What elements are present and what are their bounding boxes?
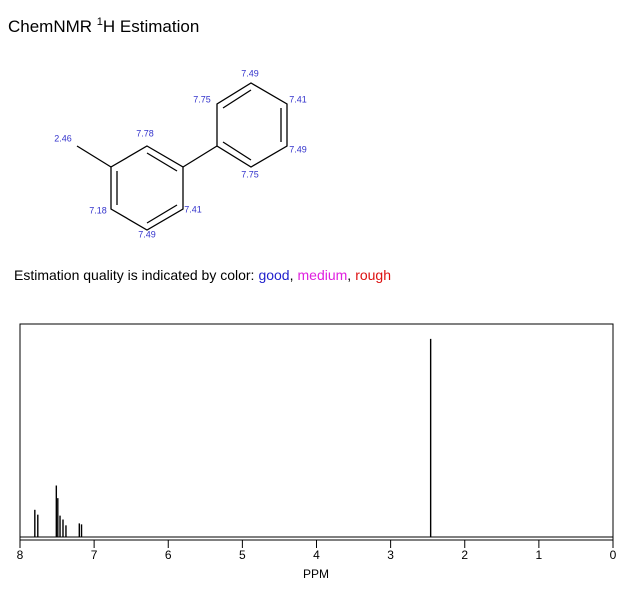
- x-tick-label: 2: [461, 548, 468, 562]
- x-tick-label: 7: [91, 548, 98, 562]
- x-tick-label: 6: [165, 548, 172, 562]
- bond: [76, 145, 112, 168]
- x-tick-label: 8: [17, 548, 24, 562]
- title-text: ChemNMR: [8, 17, 92, 36]
- x-tick-label: 5: [239, 548, 246, 562]
- quality-level: rough: [355, 267, 391, 283]
- shift-label: 7.41: [289, 94, 307, 104]
- shift-label: 7.49: [138, 229, 156, 239]
- double-bond: [146, 152, 178, 172]
- quality-level: good: [258, 267, 289, 283]
- shift-label: 7.75: [193, 94, 211, 104]
- plot-frame: [19, 323, 614, 541]
- x-tick-label: 4: [313, 548, 320, 562]
- shift-label: 7.18: [89, 205, 107, 215]
- double-bond: [222, 141, 252, 161]
- bond: [182, 145, 218, 168]
- separator: ,: [347, 267, 351, 283]
- title-text: H Estimation: [103, 17, 199, 36]
- quality-text: Estimation quality is indicated by color…: [14, 267, 254, 283]
- x-axis-label: PPM: [303, 567, 329, 581]
- ring: [110, 145, 184, 231]
- quality-level: medium: [298, 267, 348, 283]
- shift-label: 7.41: [184, 204, 202, 214]
- double-bond: [222, 89, 252, 109]
- shift-label: 7.49: [289, 144, 307, 154]
- shift-label: 7.49: [241, 68, 259, 78]
- x-tick-label: 3: [387, 548, 394, 562]
- separator: ,: [290, 267, 294, 283]
- double-bond: [146, 204, 178, 224]
- shift-label: 7.78: [136, 128, 154, 138]
- shift-label: 7.75: [241, 169, 259, 179]
- x-tick-label: 1: [536, 548, 543, 562]
- x-tick-label: 0: [610, 548, 617, 562]
- title-superscript: 1: [97, 16, 103, 28]
- molecule: 2.46 7.78 7.18 7.49 7.41 7.75 7.49 7.41 …: [54, 68, 307, 239]
- ring: [216, 82, 288, 168]
- title: ChemNMR 1H Estimation: [8, 16, 199, 36]
- shift-label: 2.46: [54, 133, 72, 143]
- quality-legend: Estimation quality is indicated by color…: [14, 267, 391, 283]
